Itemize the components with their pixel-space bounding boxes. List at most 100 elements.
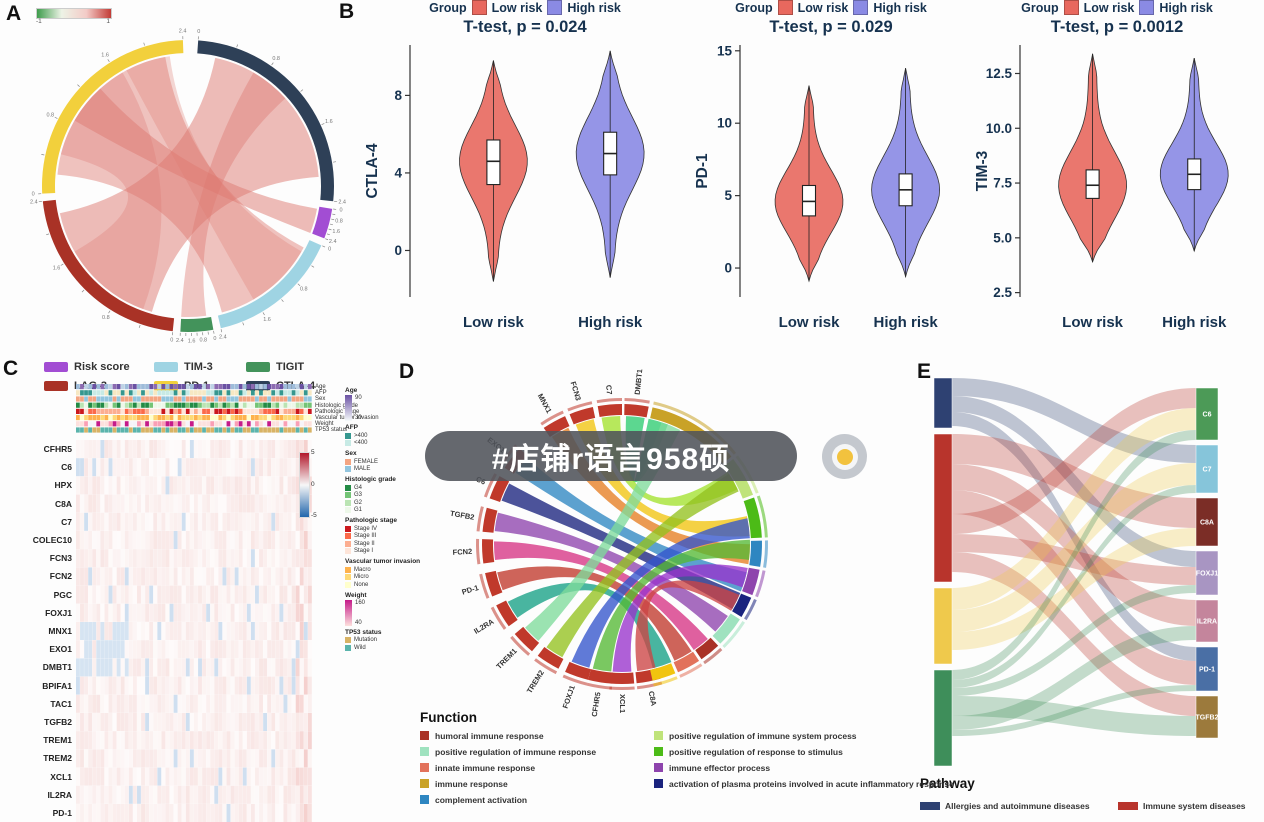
svg-text:C7: C7 [604,385,614,395]
group-swatch-High risk [1139,0,1155,15]
track-label-Sex: Sex [315,396,326,403]
heatmap-colorbar-tick: -5 [311,512,317,519]
svg-text:5: 5 [724,188,732,203]
group-swatch-Low risk [471,0,487,15]
svg-text:TREM2: TREM2 [525,669,546,695]
svg-text:FCN2: FCN2 [452,547,472,557]
group-legend-title: Group [735,0,773,15]
svg-text:MNX1: MNX1 [536,392,554,415]
track-label-Age: Age [315,384,326,390]
svg-text:0.8: 0.8 [102,315,110,321]
ttest-title: T-test, p = 0.024 [463,18,587,36]
svg-text:15: 15 [717,43,733,58]
group-legend-title: Group [1021,0,1059,15]
svg-text:FOXJ1: FOXJ1 [561,684,577,709]
heatmap-gene-DMBT1: DMBT1 [42,662,72,673]
heatmap-gene-TGFB2: TGFB2 [44,717,72,727]
violin-plot-CTLA-4: Group Low risk High risk T-test, p = 0.024 0… [362,0,688,348]
group-label: Low risk [797,0,849,15]
pathway-legend-item: Late complement pathway defects [920,818,1116,822]
legend-swatch [44,362,68,372]
panel-label-e: E [917,360,932,383]
group-swatch-Low risk [1063,0,1079,15]
violin-svg: 2.5 5.0 7.5 10.0 12.5 TIM-3 Low risk High risk [974,45,1229,331]
panel-label-d: D [399,360,415,383]
svg-text:0: 0 [32,192,35,198]
group-label: High risk [1159,0,1213,15]
ttest-title: T-test, p = 0.029 [769,18,893,36]
svg-text:10: 10 [717,116,732,131]
group-legend: Group Low risk High risk [972,0,1262,16]
annotation-legend-Pathologic stage: Pathologic stage Stage IV Stage III Stage I… [345,517,398,555]
watermark-button[interactable] [822,434,867,479]
legend-label: TIGIT [276,361,305,373]
panel-label-a: A [6,2,22,25]
svg-text:TIM-3: TIM-3 [974,150,991,191]
heatmap-gene-COLEC10: COLEC10 [32,535,72,545]
svg-text:FCN3: FCN3 [569,380,583,401]
panel-label-b: B [339,0,355,23]
pathway-legend-title: Pathway [920,776,975,791]
svg-text:8: 8 [394,88,402,103]
heatmap-gene-C7: C7 [61,516,72,527]
legend-label: Risk score [74,361,130,373]
annotation-legend-TP53 status: TP53 status Mutation Wild [345,628,382,651]
svg-text:2.4: 2.4 [329,239,337,245]
svg-text:PD-1: PD-1 [461,583,480,597]
legend-item-Risk score: Risk score [44,360,154,374]
svg-text:FOXJ1: FOXJ1 [1196,571,1218,578]
heatmap-gene-C6: C6 [61,462,72,473]
correlation-colorbar [36,8,112,19]
svg-text:IL2RA: IL2RA [1197,619,1217,626]
svg-text:C8A: C8A [647,690,659,707]
svg-text:PD-1: PD-1 [1199,667,1215,674]
heatmap-gene-BPIFA1: BPIFA1 [42,680,72,691]
svg-text:12.5: 12.5 [986,66,1013,81]
svg-text:0: 0 [724,261,732,276]
svg-text:1.6: 1.6 [101,52,109,58]
heatmap-gene-FOXJ1: FOXJ1 [45,607,72,618]
svg-text:TREM1: TREM1 [494,647,518,671]
svg-text:Low risk: Low risk [779,314,841,331]
chord-diagram-d: DMBT1C7FCN3MNX1EXO1C6TGFB2FCN2PD-1IL2RAT… [449,369,768,717]
violin-svg: 0 5 10 15 PD-1 Low risk High risk [694,43,941,331]
svg-text:2.4: 2.4 [179,29,187,35]
heatmap-colorbar [299,452,310,518]
annotation-legend-Histologic grade: Histologic grade G4 G3 G2 G1 [345,476,396,514]
heatmap-gene-IL2RA: IL2RA [47,789,72,800]
svg-text:0.8: 0.8 [335,218,343,224]
svg-text:7.5: 7.5 [993,176,1012,191]
group-label: High risk [567,0,621,15]
group-legend: Group Low risk High risk [692,0,970,16]
legend-swatch [246,362,270,372]
svg-text:0: 0 [328,246,331,252]
heatmap-gene-FCN3: FCN3 [49,553,72,564]
svg-text:High risk: High risk [1162,314,1227,331]
svg-text:C8A: C8A [1200,520,1214,527]
svg-text:Low risk: Low risk [463,314,525,331]
svg-text:0: 0 [340,208,343,214]
svg-text:2.4: 2.4 [219,334,227,340]
svg-text:4: 4 [394,165,402,180]
heatmap-gene-PGC: PGC [53,589,72,600]
legend-label: TIM-3 [184,361,213,373]
group-swatch-High risk [547,0,563,15]
svg-text:TGFB2: TGFB2 [449,509,475,522]
svg-text:5.0: 5.0 [993,230,1012,245]
svg-text:DMBT1: DMBT1 [633,369,645,396]
track-label-Weight: Weight [315,421,334,428]
watermark-pill: #店铺r语言958硕 [425,431,797,481]
annotation-legend-Age: Age 90 30 [345,387,362,421]
watermark-button-ring [831,443,858,470]
function-legend-item: activation of plasma proteins involved i… [654,779,984,789]
heatmap-annotation-legend: Age 90 30 AFP >400 <400 Sex FEMALE MALE Histologi… [345,384,437,652]
svg-text:1.6: 1.6 [263,317,271,323]
track-label-TP53 status: TP53 status [315,427,348,434]
correlation-colorbar-labels: -1 1 [36,18,110,25]
function-legend-title: Function [420,710,477,725]
pathway-sankey: C6 C7 C8A FOXJ1 IL2RA PD-1 TGFB2 [933,377,1219,767]
function-legend-item: positive regulation of immune response [420,747,640,757]
chord-diagram-a: 00.81.62.400.81.62.400.81.62.400.81.62.4… [30,29,346,345]
legend-item-TIGIT: TIGIT [246,360,338,374]
